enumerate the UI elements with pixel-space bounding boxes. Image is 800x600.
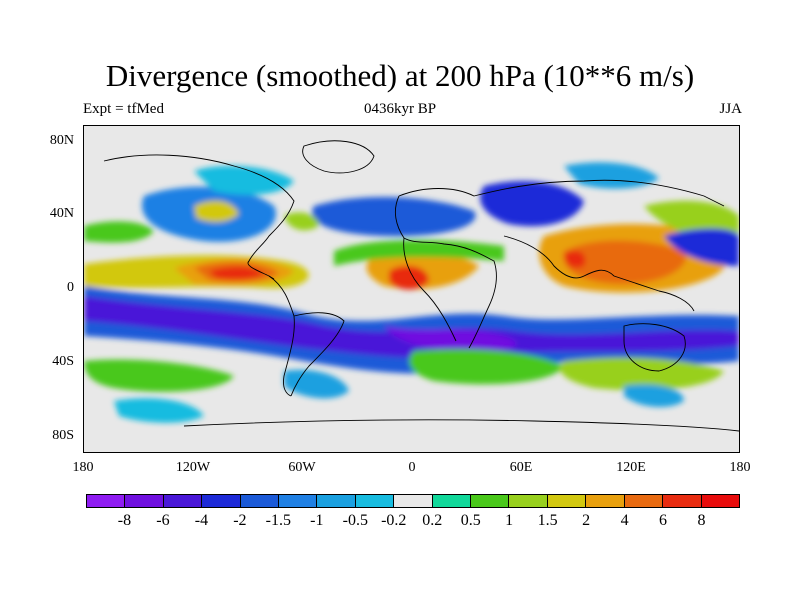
colorbar-label: -4: [194, 512, 209, 529]
colorbar-label: 6: [659, 512, 668, 529]
colorbar-box: [279, 495, 318, 507]
colorbar-box: [547, 495, 587, 507]
colorbar-label: -0.5: [342, 512, 368, 529]
x-tick-120w: 120W: [175, 460, 211, 475]
colorbar-label: -0.2: [381, 512, 407, 529]
colorbar-box: [125, 495, 164, 507]
colorbar-label: -1: [310, 512, 324, 529]
x-tick-60e: 60E: [509, 460, 533, 475]
y-tick-80n: 80N: [49, 133, 74, 148]
colorbar-box: [87, 495, 126, 507]
colorbar-box: [240, 495, 280, 507]
colorbar-box: [317, 495, 356, 507]
plot-title: Divergence (smoothed) at 200 hPa (10**6 …: [105, 58, 695, 93]
colorbar-label: -2: [233, 512, 247, 529]
x-tick-180e: 180: [729, 460, 751, 475]
colorbar-box: [509, 495, 548, 507]
colorbar-label: 2: [582, 512, 591, 529]
colorbar-label: -6: [156, 512, 170, 529]
colorbar-label: 8: [697, 512, 706, 529]
time-label: 0436kyr BP: [363, 101, 437, 117]
colorbar-label: 1: [505, 512, 514, 529]
x-tick-180w: 180: [72, 460, 94, 475]
y-tick-80s: 80S: [52, 428, 74, 443]
colorbar-box: [163, 495, 203, 507]
colorbar-box: [394, 495, 433, 507]
experiment-label: Expt = tfMed: [83, 101, 164, 117]
colorbar-box: [202, 495, 241, 507]
y-tick-40s: 40S: [52, 354, 74, 369]
colorbar-box: [701, 495, 739, 507]
colorbar-box: [355, 495, 395, 507]
colorbar-label: 0.5: [460, 512, 481, 529]
colorbar: [86, 494, 740, 508]
colorbar-box: [471, 495, 510, 507]
x-tick-120e: 120E: [616, 460, 646, 475]
colorbar-box: [663, 495, 702, 507]
colorbar-label: -8: [117, 512, 132, 529]
colorbar-box: [432, 495, 472, 507]
divergence-map: [83, 125, 740, 453]
y-tick-0: 0: [67, 280, 74, 295]
x-tick-0: 0: [408, 460, 416, 475]
y-tick-40n: 40N: [49, 206, 74, 221]
x-tick-60w: 60W: [288, 460, 316, 475]
colorbar-box: [586, 495, 625, 507]
season-label: JJA: [719, 101, 742, 117]
colorbar-label: 4: [620, 512, 629, 529]
colorbar-label: -1.5: [265, 512, 291, 529]
colorbar-box: [624, 495, 664, 507]
colorbar-label: 0.2: [422, 512, 443, 529]
colorbar-label: 1.5: [537, 512, 558, 529]
divergence-field: [84, 126, 739, 452]
